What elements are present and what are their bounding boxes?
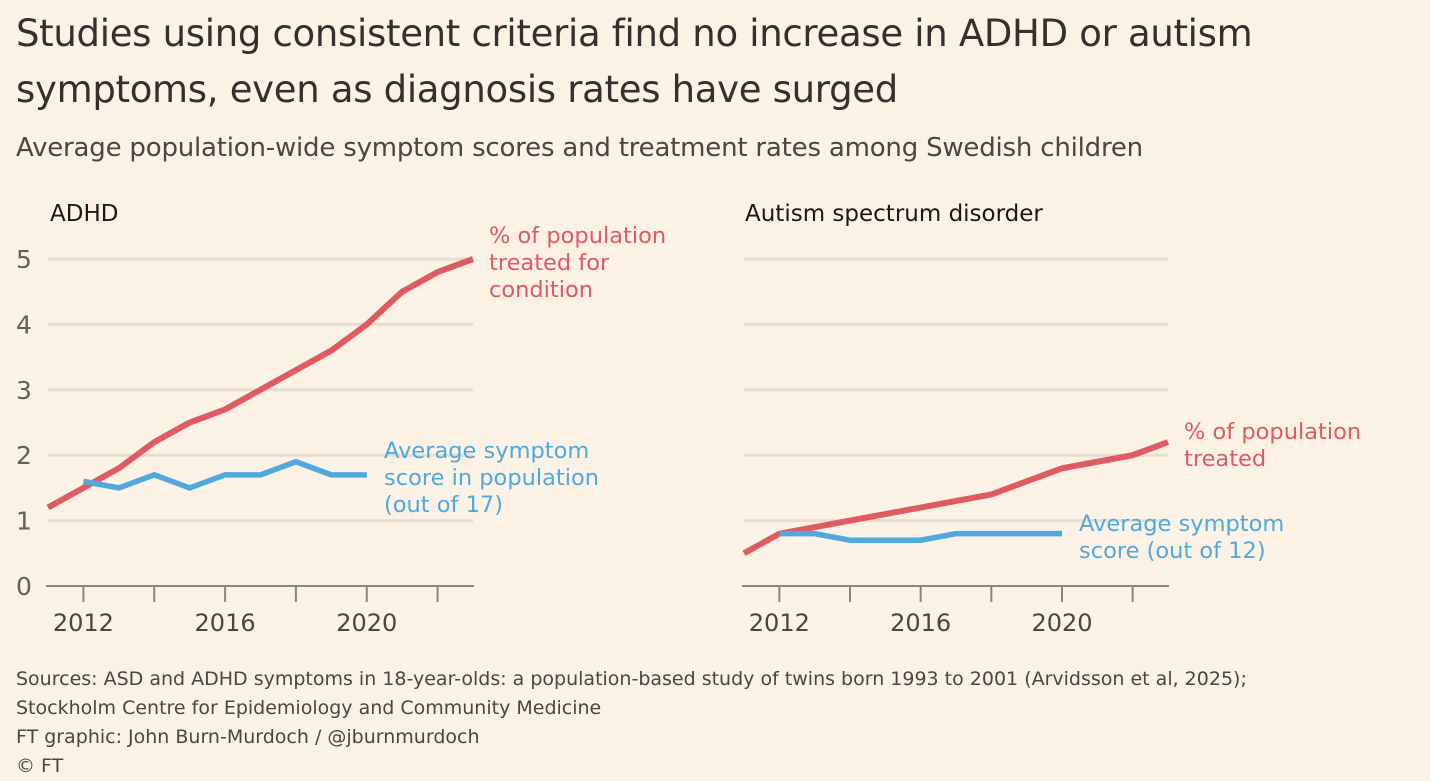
- copyright-line: © FT: [16, 752, 1247, 781]
- x-tick-label: 2012: [53, 609, 114, 637]
- y-tick-label: 0: [16, 572, 32, 601]
- x-tick-label: 2012: [749, 609, 810, 637]
- series-label-line: treated: [1184, 446, 1266, 472]
- x-tick-label: 2016: [890, 609, 951, 637]
- y-tick-label: 3: [16, 376, 32, 405]
- series-label-line: Average symptom: [1079, 511, 1284, 537]
- panel-title: ADHD: [50, 201, 118, 227]
- y-tick-label: 2: [16, 441, 32, 470]
- source-line: Stockholm Centre for Epidemiology and Co…: [16, 694, 1247, 723]
- series-label-line: condition: [489, 277, 593, 303]
- series-label-line: (out of 17): [384, 492, 503, 518]
- credit-line: FT graphic: John Burn-Murdoch / @jburnmu…: [16, 723, 1247, 752]
- x-tick-label: 2020: [336, 609, 397, 637]
- y-tick-label: 4: [16, 310, 32, 339]
- series-label-line: % of population: [1184, 419, 1361, 445]
- x-tick-label: 2020: [1031, 609, 1092, 637]
- series-label-line: Average symptom: [384, 438, 589, 464]
- series-label-line: % of population: [489, 223, 666, 249]
- series-label-line: treated for: [489, 250, 610, 276]
- series-line-symptom: [779, 534, 1062, 541]
- source-line: Sources: ASD and ADHD symptoms in 18-yea…: [16, 665, 1247, 694]
- series-label-line: score (out of 12): [1079, 538, 1266, 564]
- panel-title: Autism spectrum disorder: [745, 201, 1043, 227]
- x-tick-label: 2016: [195, 609, 256, 637]
- y-tick-label: 1: [16, 507, 32, 536]
- series-label-line: score in population: [384, 465, 599, 491]
- y-tick-label: 5: [16, 245, 32, 274]
- chart-panel-1: Autism spectrum disorder 2012 2016 2020 % of…: [742, 201, 1361, 637]
